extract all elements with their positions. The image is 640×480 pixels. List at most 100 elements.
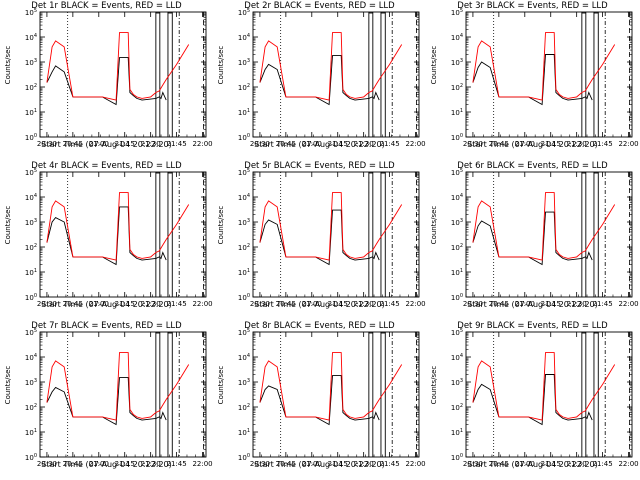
x-tick-label: 20:30 xyxy=(463,300,483,308)
y-tick-label: 102 xyxy=(25,243,37,252)
x-tick-label: 21:15 xyxy=(328,140,348,148)
plot-frame xyxy=(465,11,633,138)
chart-panel: Det 8r BLACK = Events, RED = LLD Counts/… xyxy=(213,320,426,480)
plot-frame xyxy=(39,171,207,298)
chart-svg: 100 101 102 103 104 105 20:30 20:45 21:00 21:15 21… xyxy=(451,328,639,468)
y-tick-label: 102 xyxy=(25,83,37,92)
x-tick-label: 21:30 xyxy=(567,140,587,148)
plot-frame xyxy=(39,331,207,458)
chart-svg: 100 101 102 103 104 105 20:30 20:45 21:00 21:15 21… xyxy=(451,8,639,148)
plot-frame xyxy=(252,171,420,298)
y-tick-label: 104 xyxy=(25,353,37,362)
y-tick-label: 101 xyxy=(25,268,37,277)
x-tick-label: 21:00 xyxy=(89,140,109,148)
y-tick-label: 103 xyxy=(238,378,250,387)
chart-panel: Det 5r BLACK = Events, RED = LLD Counts/… xyxy=(213,160,426,320)
x-tick-label: 22:00 xyxy=(192,300,212,308)
y-tick-label: 100 xyxy=(451,133,463,142)
x-tick-label: 22:00 xyxy=(405,300,425,308)
x-tick-label: 21:00 xyxy=(302,140,322,148)
chart-svg: 100 101 102 103 104 105 20:30 20:45 21:00 21:15 21… xyxy=(451,168,639,308)
y-tick-label: 103 xyxy=(238,58,250,67)
x-tick-label: 21:00 xyxy=(515,300,535,308)
x-tick-label: 21:15 xyxy=(541,300,561,308)
y-tick-label: 102 xyxy=(238,403,250,412)
lld-series-line xyxy=(472,352,616,421)
x-tick-label: 20:45 xyxy=(489,140,509,148)
x-tick-label: 20:30 xyxy=(37,300,57,308)
chart-panel: Det 2r BLACK = Events, RED = LLD Counts/… xyxy=(213,0,426,160)
chart-panel: Det 4r BLACK = Events, RED = LLD Counts/… xyxy=(0,160,213,320)
chart-panel: Det 1r BLACK = Events, RED = LLD Counts/… xyxy=(0,0,213,160)
lld-series-line xyxy=(472,32,616,101)
y-tick-label: 101 xyxy=(238,268,250,277)
x-tick-label: 20:30 xyxy=(463,460,483,468)
y-tick-label: 100 xyxy=(238,293,250,302)
lld-series-line xyxy=(46,32,190,101)
x-tick-label: 21:30 xyxy=(567,300,587,308)
x-tick-label: 21:45 xyxy=(380,460,400,468)
x-tick-label: 21:00 xyxy=(515,460,535,468)
y-tick-label: 105 xyxy=(451,328,463,337)
y-tick-label: 102 xyxy=(451,403,463,412)
x-axis-label: Start Time (07-Aug-04 20:22:20) xyxy=(254,140,385,149)
y-tick-label: 103 xyxy=(238,218,250,227)
lld-series-line xyxy=(472,192,616,261)
y-tick-label: 105 xyxy=(238,168,250,177)
x-tick-label: 21:30 xyxy=(354,300,374,308)
x-axis-label: Start Time (07-Aug-04 20:22:20) xyxy=(41,300,172,309)
x-axis-label: Start Time (07-Aug-04 20:22:20) xyxy=(254,300,385,309)
chart-svg: 100 101 102 103 104 105 20:30 20:45 21:00 21:15 21… xyxy=(238,8,426,148)
y-tick-label: 103 xyxy=(451,378,463,387)
y-tick-label: 104 xyxy=(451,353,463,362)
y-tick-label: 104 xyxy=(238,33,250,42)
chart-title: Det 4r BLACK = Events, RED = LLD xyxy=(31,161,182,171)
chart-title: Det 9r BLACK = Events, RED = LLD xyxy=(457,321,608,331)
plot-frame xyxy=(252,11,420,138)
y-tick-label: 105 xyxy=(451,8,463,17)
x-tick-label: 20:45 xyxy=(489,300,509,308)
x-axis-label: Start Time (07-Aug-04 20:22:20) xyxy=(254,460,385,469)
x-tick-label: 20:30 xyxy=(37,460,57,468)
x-tick-label: 21:15 xyxy=(115,460,135,468)
chart-panel: Det 3r BLACK = Events, RED = LLD Counts/… xyxy=(426,0,639,160)
x-tick-label: 21:45 xyxy=(593,140,613,148)
y-tick-label: 102 xyxy=(238,243,250,252)
x-tick-label: 21:45 xyxy=(380,300,400,308)
y-tick-label: 104 xyxy=(25,193,37,202)
y-tick-label: 103 xyxy=(25,378,37,387)
x-tick-label: 21:30 xyxy=(141,300,161,308)
x-tick-label: 20:30 xyxy=(463,140,483,148)
x-tick-label: 21:15 xyxy=(541,140,561,148)
x-tick-label: 22:00 xyxy=(618,460,638,468)
plot-frame xyxy=(252,331,420,458)
y-tick-label: 105 xyxy=(25,168,37,177)
x-tick-label: 21:30 xyxy=(354,140,374,148)
events-series-line xyxy=(46,206,167,266)
plot-frame xyxy=(465,331,633,458)
y-tick-label: 104 xyxy=(451,33,463,42)
lld-series-line xyxy=(259,192,403,261)
x-tick-label: 21:00 xyxy=(89,300,109,308)
y-tick-label: 105 xyxy=(451,168,463,177)
y-tick-label: 103 xyxy=(451,58,463,67)
x-tick-label: 21:45 xyxy=(167,140,187,148)
chart-title: Det 2r BLACK = Events, RED = LLD xyxy=(244,1,395,11)
y-tick-label: 103 xyxy=(451,218,463,227)
x-tick-label: 20:30 xyxy=(250,460,270,468)
x-axis-label: Start Time (07-Aug-04 20:22:20) xyxy=(467,140,598,149)
x-tick-label: 21:30 xyxy=(567,460,587,468)
y-tick-label: 101 xyxy=(238,108,250,117)
y-tick-label: 102 xyxy=(238,83,250,92)
x-tick-label: 21:15 xyxy=(115,300,135,308)
y-tick-label: 100 xyxy=(238,133,250,142)
y-tick-label: 104 xyxy=(451,193,463,202)
y-tick-label: 104 xyxy=(25,33,37,42)
x-tick-label: 21:30 xyxy=(354,460,374,468)
x-axis-label: Start Time (07-Aug-04 20:22:20) xyxy=(467,460,598,469)
x-tick-label: 20:30 xyxy=(250,300,270,308)
plot-frame xyxy=(465,171,633,298)
chart-title: Det 7r BLACK = Events, RED = LLD xyxy=(31,321,182,331)
x-tick-label: 22:00 xyxy=(405,140,425,148)
y-tick-label: 100 xyxy=(238,453,250,462)
